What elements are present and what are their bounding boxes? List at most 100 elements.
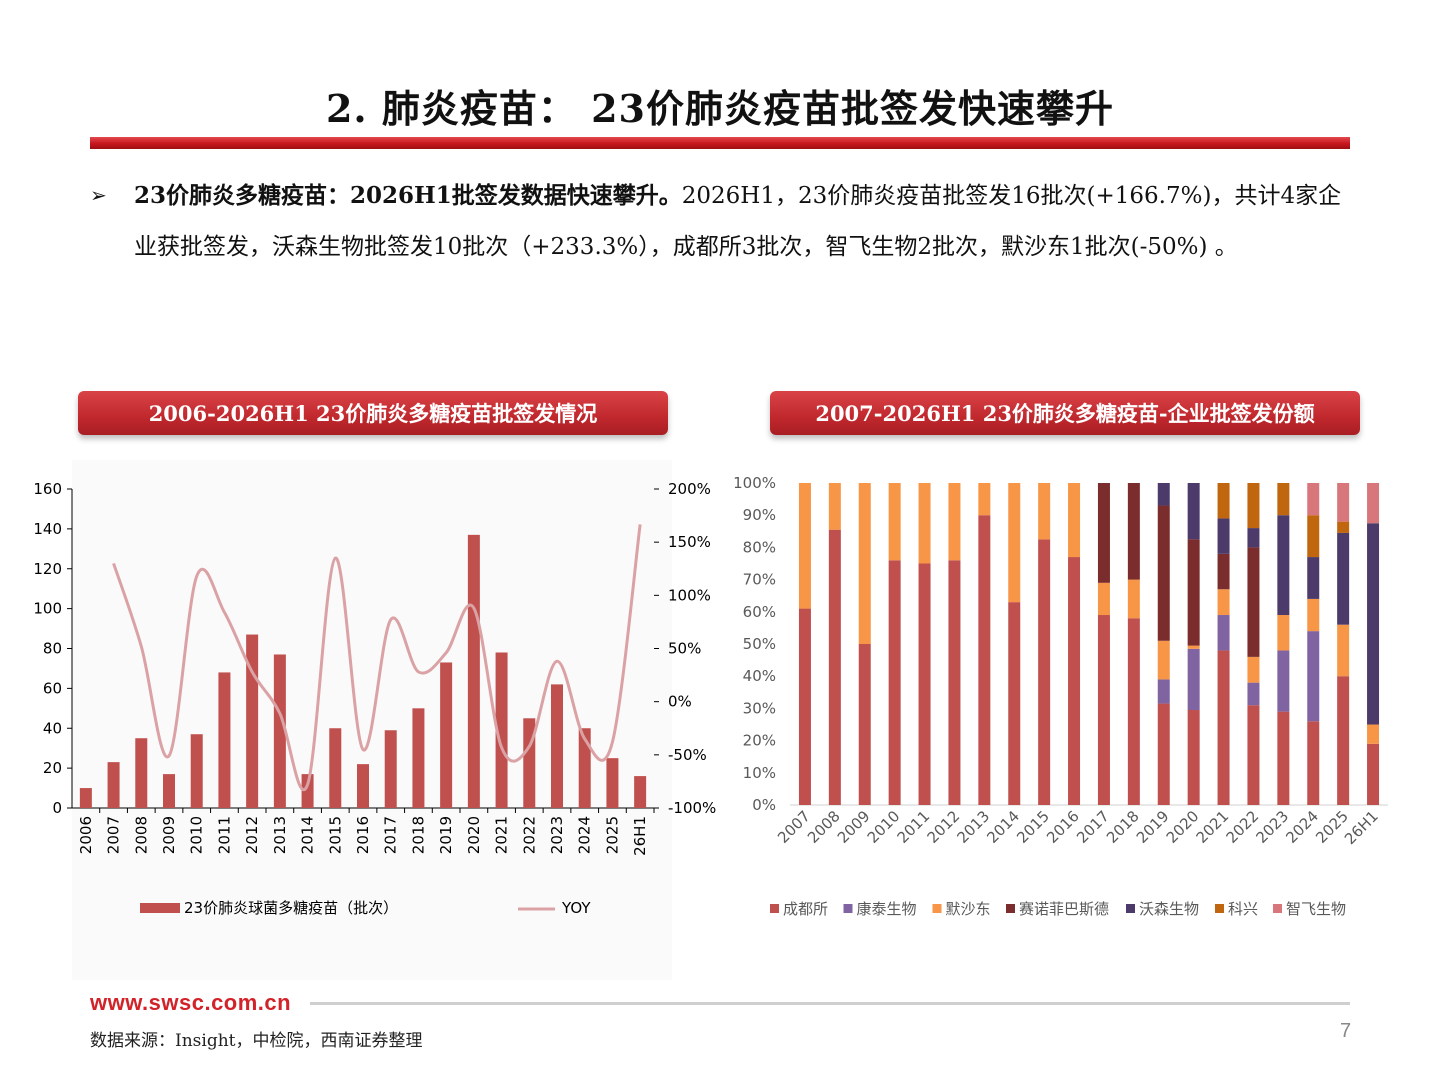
stack-segment-2021-赛诺菲巴斯德	[1217, 553, 1230, 590]
right-chart-title: 2007-2026H1 23价肺炎多糖疫苗-企业批签发份额	[770, 391, 1360, 435]
bar-2016	[357, 764, 369, 808]
left-y-tick-label: 80	[43, 640, 62, 658]
stack-segment-2024-沃森生物	[1307, 557, 1320, 599]
bar-2015	[329, 728, 342, 808]
x-tick-label: 2009	[160, 816, 178, 854]
stack-segment-2022-沃森生物	[1247, 528, 1260, 548]
stack-segment-2016-默沙东	[1068, 483, 1081, 558]
page-title: 2. 肺炎疫苗： 23价肺炎疫苗批签发快速攀升	[325, 86, 1114, 131]
right-y-tick-label: 100%	[668, 586, 711, 604]
x-tick-label: 2014	[299, 816, 317, 854]
x-tick-label: 2024	[1282, 807, 1322, 847]
stack-segment-2021-沃森生物	[1217, 518, 1230, 554]
x-tick-label: 2010	[864, 807, 904, 847]
stack-segment-2024-康泰生物	[1307, 631, 1320, 722]
stack-segment-2024-智飞生物	[1307, 483, 1320, 516]
bar-2024	[578, 728, 591, 808]
bar-26H1	[634, 776, 647, 808]
left-y-tick-label: 140	[33, 520, 62, 538]
stack-segment-2022-赛诺菲巴斯德	[1247, 547, 1260, 657]
bullet-text-block: 23价肺炎多糖疫苗：2026H1批签发数据快速攀升。2026H1，23价肺炎疫苗…	[134, 170, 1360, 273]
y-tick-label: 20%	[743, 732, 776, 750]
legend-swatch	[932, 904, 942, 913]
legend-label: 沃森生物	[1139, 900, 1199, 918]
stack-segment-2009-成都所	[858, 644, 871, 805]
legend-swatch-bars	[140, 903, 180, 913]
x-tick-label: 2019	[1133, 807, 1173, 847]
bar-2023	[551, 684, 563, 808]
x-tick-label: 2024	[576, 816, 594, 854]
x-tick-label: 2018	[1103, 807, 1143, 847]
x-tick-label: 2019	[437, 816, 455, 854]
page-number: 7	[1340, 1020, 1352, 1042]
y-tick-label: 40%	[743, 667, 776, 685]
bar-2019	[440, 662, 453, 808]
stack-segment-2012-默沙东	[948, 483, 961, 561]
stack-segment-2016-成都所	[1068, 557, 1081, 805]
footer-website-link[interactable]: www.swsc.com.cn	[90, 990, 292, 1015]
left-y-tick-label: 20	[43, 759, 62, 777]
stack-segment-26H1-沃森生物	[1367, 523, 1380, 725]
bar-2011	[218, 672, 231, 808]
stack-segment-2015-成都所	[1038, 539, 1051, 805]
y-tick-label: 80%	[743, 538, 776, 556]
left-y-tick-label: 120	[33, 560, 62, 578]
stack-segment-2018-成都所	[1127, 618, 1140, 805]
y-tick-label: 30%	[743, 699, 776, 717]
legend-label-bars: 23价肺炎球菌多糖疫苗（批次）	[184, 899, 398, 917]
bullet-arrow-icon: ➢	[90, 183, 107, 207]
bar-2018	[412, 708, 425, 808]
stack-segment-2021-科兴	[1217, 483, 1230, 519]
stack-segment-2020-赛诺菲巴斯德	[1187, 539, 1200, 646]
stack-segment-2024-默沙东	[1307, 598, 1320, 632]
legend-label-yoy: YOY	[561, 899, 591, 917]
stack-segment-2023-成都所	[1277, 711, 1290, 805]
bullet-bold-lead: 23价肺炎多糖疫苗：2026H1批签发数据快速攀升。	[134, 182, 682, 209]
stack-segment-2010-成都所	[888, 560, 901, 805]
y-tick-label: 90%	[743, 506, 776, 524]
company-share-chart: 0%10%20%30%40%50%60%70%80%90%100%2007200…	[733, 474, 1388, 918]
x-tick-label: 2008	[804, 807, 844, 847]
legend-label: 默沙东	[946, 900, 991, 918]
bar-2014	[301, 774, 314, 808]
x-tick-label: 2021	[493, 816, 511, 854]
stack-segment-2025-沃森生物	[1337, 532, 1350, 625]
stack-segment-2020-康泰生物	[1187, 648, 1200, 711]
left-y-tick-label: 60	[43, 679, 62, 697]
y-tick-label: 0%	[752, 796, 776, 814]
stack-segment-2008-成都所	[828, 529, 841, 805]
x-tick-label: 2016	[354, 816, 372, 854]
x-tick-label: 2009	[834, 807, 874, 847]
stack-segment-2024-成都所	[1307, 721, 1320, 805]
stack-segment-2018-默沙东	[1127, 579, 1140, 619]
bar-2008	[135, 738, 148, 808]
y-tick-label: 10%	[743, 764, 776, 782]
stack-segment-2025-科兴	[1337, 521, 1350, 533]
stack-segment-2025-默沙东	[1337, 624, 1350, 677]
stack-segment-2025-智飞生物	[1337, 483, 1350, 522]
stack-segment-2023-默沙东	[1277, 615, 1290, 651]
x-tick-label: 2018	[409, 816, 427, 854]
y-tick-label: 50%	[743, 635, 776, 653]
stack-segment-2022-成都所	[1247, 705, 1260, 805]
bar-2017	[384, 730, 397, 808]
legend-label: 科兴	[1228, 900, 1258, 918]
stack-segment-2011-成都所	[918, 563, 931, 805]
legend-label: 康泰生物	[857, 900, 917, 918]
bar-2021	[495, 652, 508, 808]
y-tick-label: 100%	[733, 474, 776, 492]
stack-segment-2017-赛诺菲巴斯德	[1097, 483, 1110, 583]
legend-swatch	[1006, 904, 1015, 913]
bar-2009	[163, 774, 175, 808]
bullet-body-text: 2026H1，23价肺炎疫苗批签发16批次(+166.7%)，共计4家企业获批签…	[134, 183, 1342, 260]
legend-swatch	[843, 904, 853, 913]
x-tick-label: 26H1	[1341, 807, 1382, 848]
legend-label: 赛诺菲巴斯德	[1019, 900, 1109, 918]
x-tick-label: 2014	[983, 807, 1023, 847]
left-y-tick-label: 0	[52, 799, 62, 817]
x-tick-label: 2008	[132, 816, 150, 854]
stack-segment-2017-成都所	[1097, 615, 1110, 805]
stack-segment-2022-默沙东	[1247, 656, 1260, 683]
x-tick-label: 2017	[1073, 807, 1113, 847]
stack-segment-2023-康泰生物	[1277, 650, 1290, 712]
